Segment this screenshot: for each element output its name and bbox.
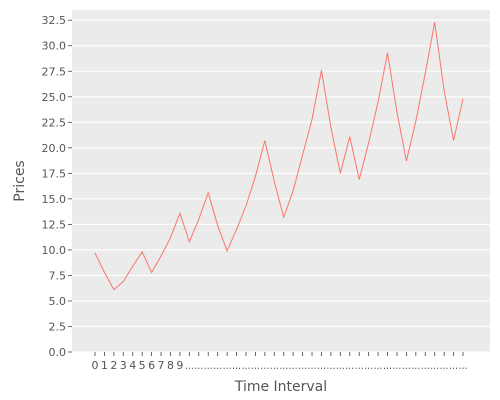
x-tick-label: ... [241,359,250,372]
y-tick-label: 15.0 [42,193,67,206]
y-axis-title: Prices [12,160,28,201]
y-tick-label: 30.0 [42,40,67,53]
x-tick-label: ... [260,359,269,372]
x-tick-label: ... [204,359,213,372]
price-series-line [94,22,464,291]
x-axis-ticks: 0 1 2 3 4 5 6 7 8 9..............................… [92,352,468,372]
x-tick-label: ... [279,359,288,372]
x-tick-label: ... [185,359,194,372]
x-tick-label: 5 [139,359,146,372]
x-tick-label: ... [364,359,373,372]
y-tick-label: 22.5 [42,116,67,129]
y-tick-label: 27.5 [42,65,67,78]
x-tick-label: ... [289,359,298,372]
x-tick-label: 9 [176,359,183,372]
x-tick-label: ... [383,359,392,372]
x-tick-label: ... [232,359,241,372]
x-axis-title: Time Interval [234,379,327,395]
y-tick-label: 25.0 [42,91,67,104]
y-tick-label: 20.0 [42,142,67,155]
x-tick-label: ... [355,359,364,372]
y-tick-label: 0.0 [49,346,67,359]
x-tick-label: ... [430,359,439,372]
x-tick-label: ... [326,359,335,372]
y-tick-label: 7.5 [49,269,67,282]
x-tick-label: ... [421,359,430,372]
x-tick-label: ... [308,359,317,372]
x-tick-label: 0 [92,359,99,372]
x-tick-label: ... [459,359,468,372]
x-tick-label: 6 [148,359,155,372]
x-tick-label: ... [440,359,449,372]
x-tick-label: ... [270,359,279,372]
x-tick-label: ... [345,359,354,372]
x-tick-label: ... [251,359,260,372]
x-tick-label: 7 [158,359,165,372]
plot-background [72,10,490,352]
x-tick-label: 3 [120,359,127,372]
y-tick-label: 32.5 [42,14,67,27]
y-tick-label: 10.0 [42,244,67,257]
x-tick-label: ... [194,359,203,372]
x-tick-label: ... [402,359,411,372]
x-tick-label: ... [411,359,420,372]
x-tick-label: 1 [101,359,108,372]
x-tick-label: ... [213,359,222,372]
y-tick-label: 17.5 [42,167,67,180]
x-tick-label: 4 [129,359,136,372]
x-tick-label: ... [374,359,383,372]
x-tick-label: ... [298,359,307,372]
x-tick-label: ... [317,359,326,372]
y-tick-label: 2.5 [49,320,67,333]
x-tick-label: ... [336,359,345,372]
y-axis-ticks: 0.0 2.5 5.0 7.5 10.0 12.5 15.0 17.5 20.0 22.5 25.0… [42,14,72,359]
x-tick-label: 2 [110,359,117,372]
x-tick-label: ... [392,359,401,372]
x-tick-label: ... [449,359,458,372]
y-tick-label: 12.5 [42,218,67,231]
y-tick-label: 5.0 [49,295,67,308]
x-tick-label: 8 [167,359,174,372]
x-tick-label: ... [223,359,232,372]
